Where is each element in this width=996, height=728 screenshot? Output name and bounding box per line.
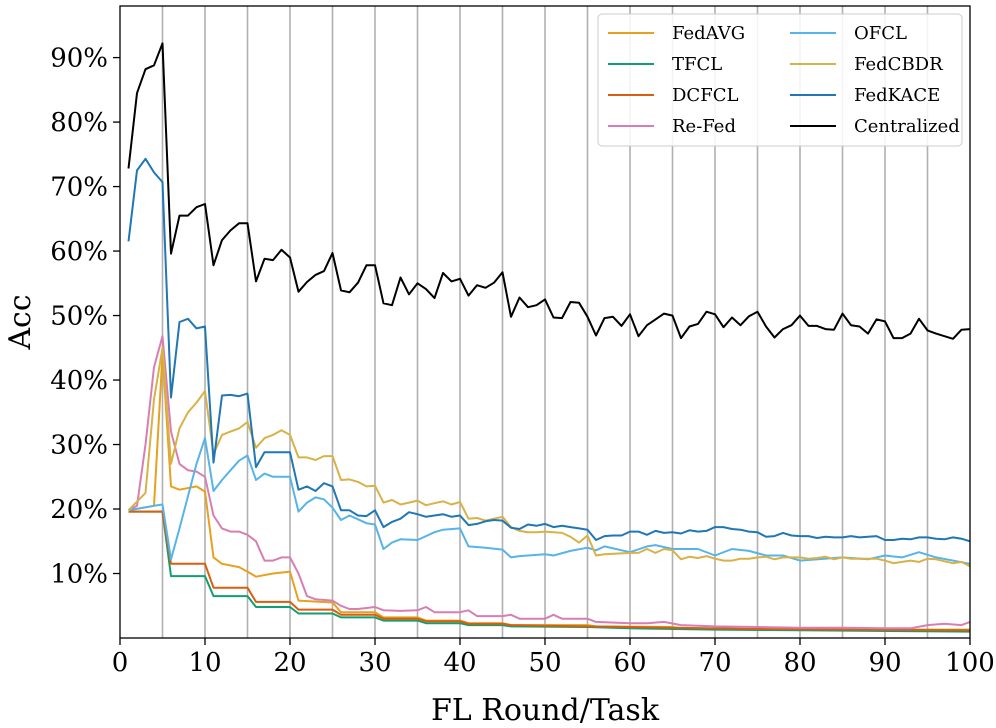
series-line-fedkace	[127, 157, 971, 543]
legend-label: FedCBDR	[854, 54, 943, 75]
y-tick-label: 20%	[50, 495, 108, 525]
legend-label: FedAVG	[672, 23, 745, 44]
legend-label: FedKACE	[854, 85, 940, 106]
y-tick-label: 90%	[50, 44, 108, 74]
y-tick-label: 50%	[50, 302, 108, 332]
x-tick-label: 70	[698, 648, 731, 678]
legend: FedAVG TFCL DCFCL Re-Fed OFCL FedCBDR FedKACE C…	[597, 13, 963, 147]
x-axis-label: FL Round/Task	[431, 693, 660, 728]
legend-label: Re-Fed	[672, 116, 736, 137]
series-line-re-fed	[128, 335, 971, 630]
series-lines	[127, 42, 971, 633]
x-tick-label: 0	[112, 648, 129, 678]
y-tick-label: 10%	[50, 560, 108, 590]
x-tick-label: 80	[783, 648, 816, 678]
x-tick-label: 90	[868, 648, 901, 678]
legend-label: OFCL	[854, 23, 907, 44]
y-axis: 10% 20% 30% 40% 50% 60% 70% 80% 90%	[50, 44, 120, 590]
series-line-dcfcl	[128, 510, 971, 632]
x-tick-label: 40	[443, 648, 476, 678]
series-line-fedcbdr	[127, 346, 971, 568]
series-line-tfcl	[128, 510, 971, 633]
y-tick-label: 40%	[50, 366, 108, 396]
legend-label: Centralized	[854, 116, 960, 137]
legend-label: DCFCL	[672, 85, 738, 106]
x-tick-label: 50	[528, 648, 561, 678]
series-line-ofcl	[128, 437, 971, 565]
y-axis-label: Acc	[3, 294, 38, 350]
x-tick-label: 60	[613, 648, 646, 678]
legend-box	[597, 13, 963, 147]
y-tick-label: 60%	[50, 237, 108, 267]
y-tick-label: 30%	[50, 431, 108, 461]
legend-label: TFCL	[672, 54, 722, 75]
x-tick-label: 10	[188, 648, 221, 678]
x-tick-label: 30	[358, 648, 391, 678]
x-tick-label: 100	[945, 648, 995, 678]
series-line-fedavg	[128, 353, 970, 631]
x-axis: 0 10 20 30 40 50 60 70 80 90 100	[112, 638, 995, 678]
series-line-centralized	[127, 42, 971, 340]
x-tick-label: 20	[273, 648, 306, 678]
y-tick-label: 70%	[50, 173, 108, 203]
y-tick-label: 80%	[50, 108, 108, 138]
